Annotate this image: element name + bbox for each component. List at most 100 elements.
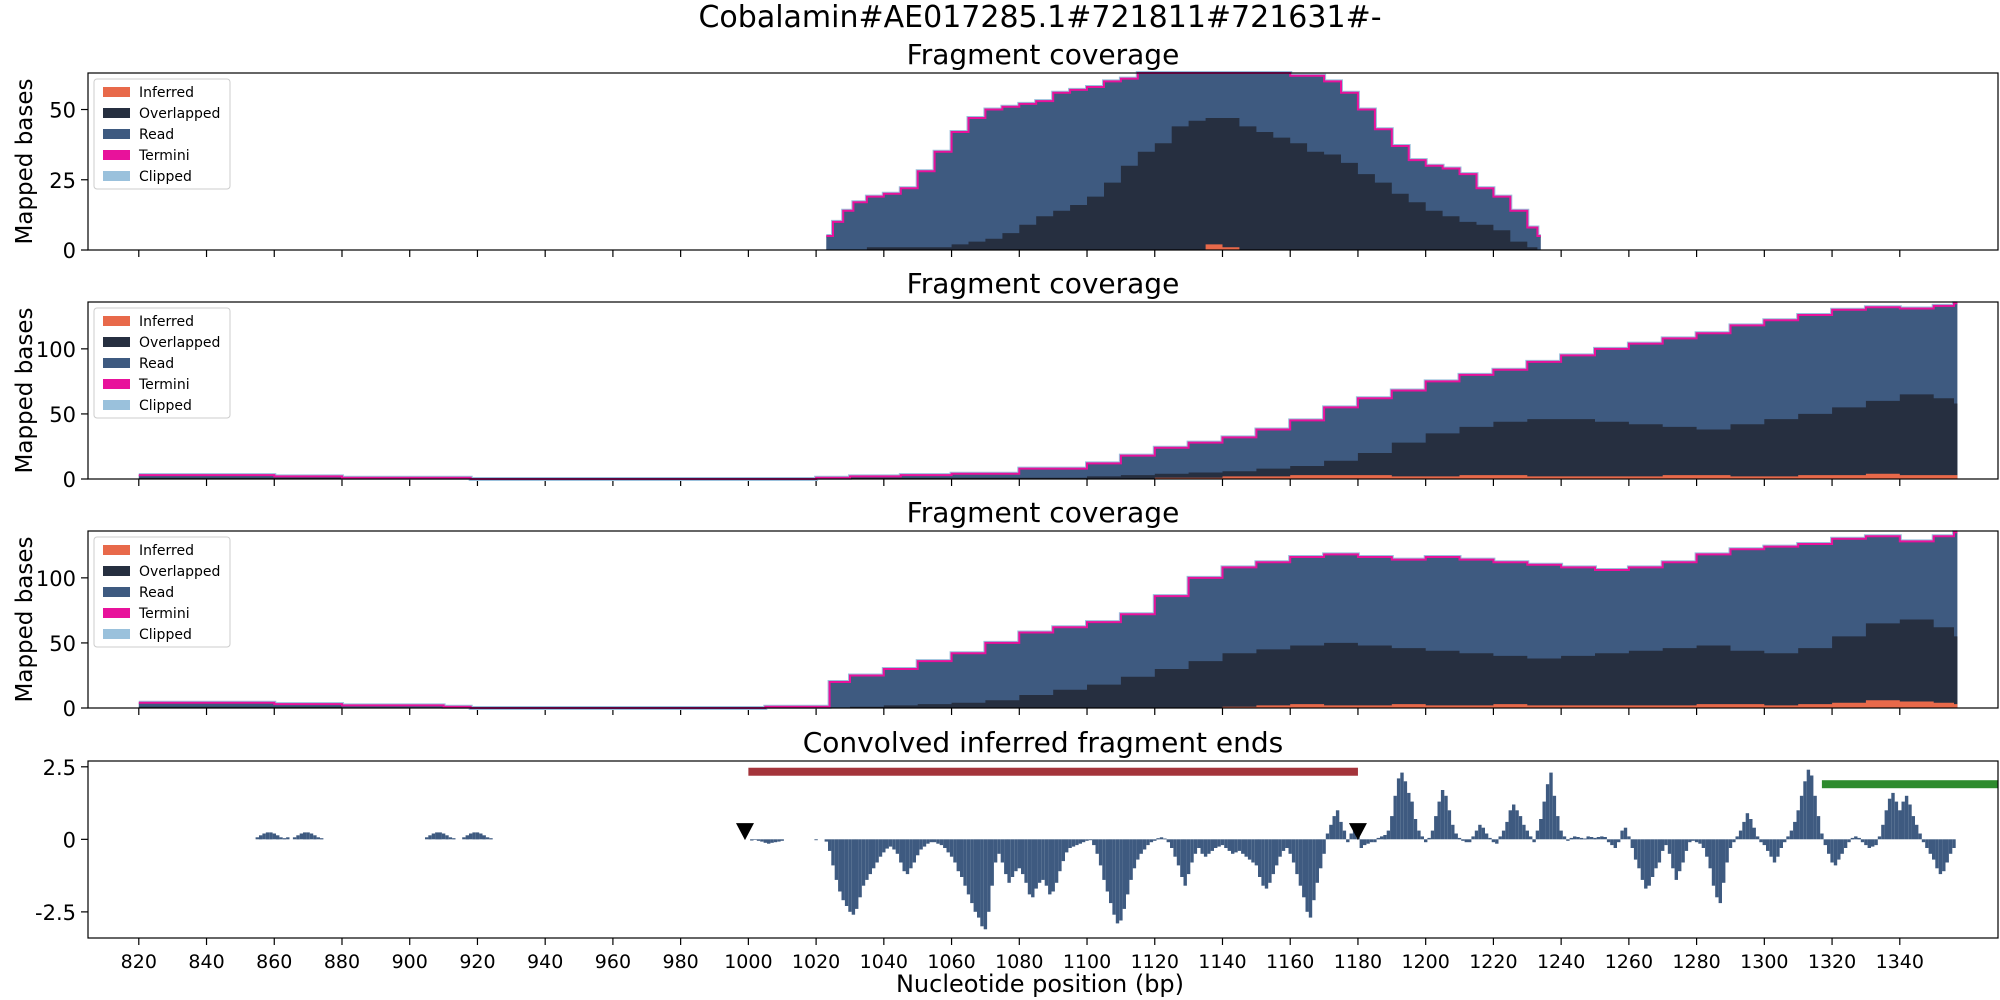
signal-bar xyxy=(272,833,276,840)
signal-bar xyxy=(780,839,784,841)
signal-bar xyxy=(1159,837,1164,840)
signal-bar xyxy=(1749,819,1753,840)
legend-swatch xyxy=(103,129,130,139)
signal-bar xyxy=(1661,839,1665,851)
signal-bar xyxy=(1783,839,1787,843)
signal-bar xyxy=(1383,835,1387,840)
x-tick-label: 840 xyxy=(188,951,224,973)
signal-bar xyxy=(1891,792,1895,840)
signal-bar xyxy=(1126,839,1130,895)
x-tick-label: 1260 xyxy=(1605,951,1653,973)
signal-bar xyxy=(489,838,493,840)
signal-bar xyxy=(767,839,771,844)
signal-bar xyxy=(1620,830,1624,840)
signal-bar xyxy=(1224,839,1228,848)
signal-bar xyxy=(1576,837,1580,840)
signal-bar xyxy=(888,839,893,847)
signal-bar xyxy=(445,835,449,840)
signal-bar xyxy=(1102,839,1106,880)
signal-bar xyxy=(1305,839,1309,912)
signal-bar xyxy=(1837,839,1841,860)
signal-bar xyxy=(1796,810,1800,840)
signal-bar xyxy=(1471,836,1475,840)
signal-bar xyxy=(1806,769,1811,840)
signal-bar xyxy=(1515,810,1519,840)
signal-bar xyxy=(1247,839,1252,860)
signal-bar xyxy=(1823,839,1827,846)
signal-bar xyxy=(902,839,906,872)
signal-bar xyxy=(1518,816,1523,840)
y-tick-label: 50 xyxy=(49,99,76,123)
signal-bar xyxy=(1095,839,1099,854)
legend-swatch xyxy=(103,587,130,597)
signal-bar xyxy=(1241,839,1245,854)
signal-bar xyxy=(1532,839,1536,843)
signal-bar xyxy=(1129,839,1133,880)
signal-bar xyxy=(1044,839,1049,886)
signal-bar xyxy=(1075,839,1079,846)
legend-swatch xyxy=(103,400,130,410)
signal-bar xyxy=(465,835,469,840)
signal-bar xyxy=(1004,839,1008,875)
signal-bar xyxy=(1308,839,1313,918)
signal-bar xyxy=(1573,836,1577,840)
signal-bar xyxy=(1153,839,1157,841)
figure-title: Cobalamin#AE017285.1#721811#721631#- xyxy=(698,0,1381,35)
axes-frame xyxy=(87,530,1999,709)
signal-bar xyxy=(1711,839,1716,886)
y-tick-label: 0 xyxy=(63,239,76,263)
signal-bar xyxy=(479,833,483,840)
signal-bar xyxy=(296,835,300,840)
signal-bar xyxy=(265,832,270,840)
signal-bar xyxy=(1816,816,1821,840)
signal-bar xyxy=(1468,839,1472,843)
signal-bar xyxy=(1268,839,1272,883)
signal-bar xyxy=(303,832,307,840)
signal-bar xyxy=(1288,839,1292,854)
signal-bar xyxy=(1813,795,1817,840)
signal-bar xyxy=(1779,839,1783,848)
legend-frame xyxy=(93,536,231,648)
signal-bar xyxy=(1505,821,1509,840)
signal-bar xyxy=(824,839,828,842)
signal-bar xyxy=(482,835,486,840)
y-tick-label: 0 xyxy=(63,828,76,852)
signal-bar xyxy=(1630,839,1634,848)
signal-bar xyxy=(1904,795,1909,840)
signal-bar xyxy=(1640,839,1645,880)
signal-bar xyxy=(777,839,781,842)
signal-bar xyxy=(1501,830,1506,840)
signal-bar xyxy=(1600,836,1604,840)
x-tick-label: 820 xyxy=(121,951,157,973)
signal-bar xyxy=(1691,839,1695,841)
signal-bar xyxy=(1258,839,1262,877)
signal-bar xyxy=(1122,839,1126,909)
signal-bar xyxy=(262,833,266,840)
signal-bar xyxy=(1319,839,1323,869)
signal-bar xyxy=(1512,804,1516,840)
legend-entry: Read xyxy=(139,356,174,372)
signal-bar xyxy=(1667,839,1672,854)
signal-bar xyxy=(1156,838,1160,840)
signal-bar xyxy=(1850,837,1855,840)
signal-bar xyxy=(1285,839,1289,848)
x-tick-label: 860 xyxy=(256,951,292,973)
signal-bar xyxy=(1424,839,1428,843)
signal-bar xyxy=(956,839,960,872)
signal-bar xyxy=(1701,839,1706,848)
signal-bar xyxy=(1589,837,1594,840)
signal-bar xyxy=(1386,830,1391,840)
signal-bar xyxy=(282,838,287,840)
x-tick-label: 1160 xyxy=(1266,951,1314,973)
signal-bar xyxy=(1190,839,1194,863)
signal-bar xyxy=(1380,836,1384,840)
signal-bar xyxy=(1498,836,1502,840)
triangle-marker xyxy=(1348,823,1367,841)
signal-bar xyxy=(1231,839,1235,854)
signal-bar xyxy=(1407,792,1411,840)
signal-bar xyxy=(1051,839,1055,892)
overlapped-series xyxy=(138,394,1958,479)
legend-entry: Overlapped xyxy=(139,335,220,351)
signal-bar xyxy=(1898,810,1902,840)
signal-bar xyxy=(441,833,446,840)
